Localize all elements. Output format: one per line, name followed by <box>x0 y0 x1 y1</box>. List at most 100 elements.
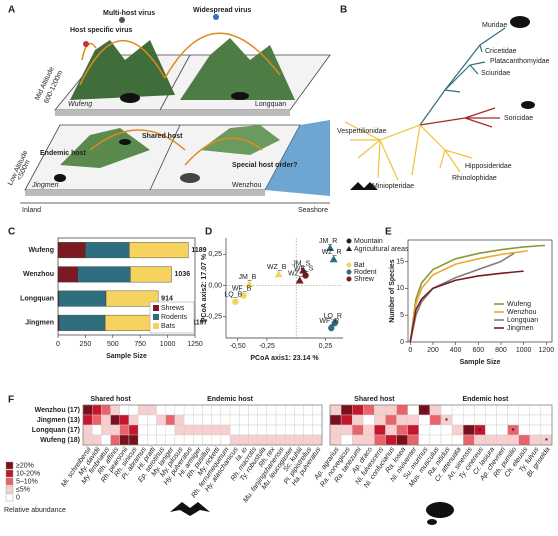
point-label: WF_R <box>319 318 339 325</box>
legend-swatch <box>153 305 159 311</box>
annotation: * <box>545 438 548 445</box>
cell <box>229 414 240 426</box>
legend-label: 5–10% <box>16 478 38 485</box>
point <box>232 298 239 305</box>
cell <box>257 404 268 416</box>
cell <box>165 414 176 426</box>
y-tick-label: 0,25 <box>208 251 222 258</box>
cell <box>407 434 420 446</box>
cell <box>183 404 194 416</box>
point-label: WZ_R <box>322 249 342 256</box>
cell <box>474 434 486 446</box>
cell <box>396 414 408 426</box>
cell <box>285 404 295 416</box>
cell <box>463 414 475 426</box>
cell <box>211 404 222 416</box>
cell <box>101 414 111 426</box>
cell <box>174 434 185 446</box>
cell <box>82 434 93 446</box>
cell <box>385 434 397 446</box>
cell <box>352 434 364 446</box>
point <box>331 319 339 327</box>
row-label: Wenzhou (17) <box>35 407 80 414</box>
x-tick-label: 1250 <box>187 341 203 348</box>
legend-swatch <box>5 493 14 502</box>
virus <box>213 14 219 20</box>
arc <box>184 137 263 166</box>
y-tick-label: 15 <box>396 258 404 265</box>
cell <box>485 404 497 416</box>
cell <box>294 424 304 436</box>
group-header: Shared host <box>90 396 131 403</box>
cell <box>352 424 364 436</box>
cell <box>229 434 240 446</box>
point-label: JM_R <box>319 238 337 245</box>
cell <box>303 424 314 436</box>
legend-label: Wenzhou <box>507 309 537 316</box>
cell <box>429 434 442 446</box>
virus <box>119 17 125 23</box>
animal <box>180 173 200 183</box>
x-axis-title: Sample Size <box>106 353 147 360</box>
cell <box>303 434 314 446</box>
line <box>409 249 528 343</box>
cell <box>229 404 240 416</box>
cell <box>312 424 323 436</box>
cell <box>193 414 203 426</box>
cell <box>101 404 111 416</box>
point <box>299 266 308 274</box>
cell <box>147 404 157 416</box>
line <box>409 252 515 343</box>
cell <box>529 404 542 416</box>
annotation: Widespread virus <box>193 7 251 14</box>
cell <box>248 434 258 446</box>
annotation: Inland <box>22 207 41 214</box>
cell <box>474 414 486 426</box>
cell <box>540 424 553 436</box>
legend-symbol <box>346 276 352 282</box>
panel-label: A <box>8 5 15 16</box>
annotation: * <box>478 428 481 435</box>
legend-title: Relative abundance <box>4 507 66 514</box>
cell <box>396 404 408 416</box>
cell <box>496 414 508 426</box>
annotation: * <box>445 418 448 425</box>
cell <box>165 404 176 416</box>
x-tick-label: 400 <box>450 347 462 354</box>
cell <box>518 434 531 446</box>
cell <box>429 414 442 426</box>
cell <box>363 414 375 426</box>
tile-face <box>25 190 265 196</box>
plot-frame <box>407 239 553 343</box>
cell <box>128 424 139 436</box>
line <box>409 270 524 343</box>
cell <box>266 424 277 436</box>
hills <box>180 38 295 100</box>
cell <box>147 424 157 436</box>
cell <box>119 404 130 416</box>
line <box>409 244 546 343</box>
x-tick-label: 200 <box>427 347 439 354</box>
cell <box>101 434 111 446</box>
annotation: Special host order? <box>232 162 297 169</box>
bat-icon <box>170 502 210 516</box>
y-tick-label: Wufeng <box>28 247 54 254</box>
group-header: Shared host <box>354 396 395 403</box>
point-label: LQ_B <box>224 292 242 299</box>
cell <box>329 424 342 436</box>
cell <box>507 404 519 416</box>
cell <box>329 404 342 416</box>
y-tick-label: -0,25 <box>206 314 222 321</box>
tile-edge <box>159 54 191 111</box>
cell <box>183 424 194 436</box>
legend-label: Agricultural areas <box>354 246 409 253</box>
cell <box>147 434 157 446</box>
legend-label: Bats <box>161 323 176 330</box>
annotation: Host specific virus <box>70 27 132 34</box>
x-tick-label: 800 <box>495 347 507 354</box>
legend-label: Shrews <box>161 305 185 312</box>
legend-label: 10-20% <box>16 470 40 477</box>
x-tick-label: 0,25 <box>319 343 333 350</box>
cell <box>82 424 93 436</box>
family: Rhinolophidae <box>452 175 497 182</box>
